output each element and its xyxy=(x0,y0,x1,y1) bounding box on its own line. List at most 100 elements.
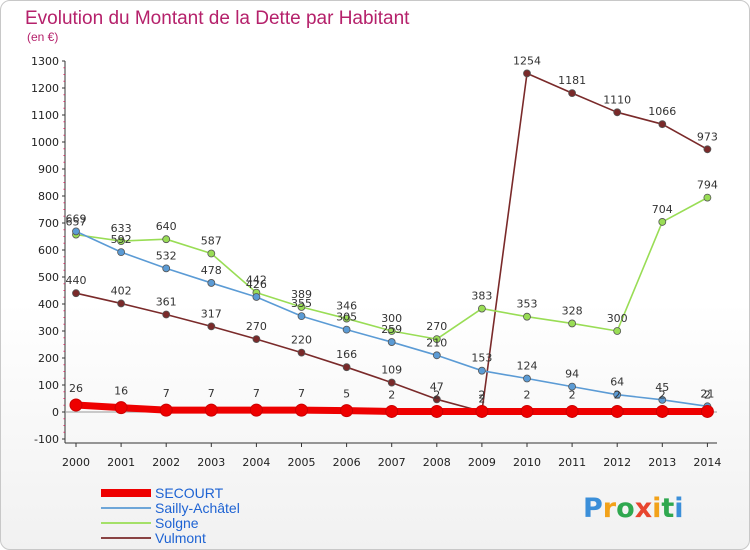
data-label: 633 xyxy=(111,222,132,235)
data-point xyxy=(252,335,261,344)
data-label: 657 xyxy=(66,216,87,229)
data-label: 440 xyxy=(66,274,87,287)
data-label: 587 xyxy=(201,235,222,248)
data-label: 300 xyxy=(607,312,628,325)
data-label: 166 xyxy=(336,348,357,361)
y-tick-label: 600 xyxy=(38,244,59,257)
x-tick-label: 2014 xyxy=(693,456,721,469)
data-label: 402 xyxy=(111,284,132,297)
data-label: 426 xyxy=(246,278,267,291)
data-label: 2 xyxy=(524,388,531,401)
data-label: 270 xyxy=(426,320,447,333)
legend-label: Sailly-Achâtel xyxy=(155,500,240,516)
x-tick-label: 2011 xyxy=(558,456,586,469)
y-tick-label: 800 xyxy=(38,190,59,203)
data-label: 45 xyxy=(655,381,669,394)
data-label: 1254 xyxy=(513,54,541,67)
x-tick-label: 2008 xyxy=(423,456,451,469)
data-label: 2 xyxy=(614,388,621,401)
data-label: 2 xyxy=(478,388,485,401)
data-point xyxy=(432,351,441,360)
data-point xyxy=(249,403,263,417)
y-tick-label: 200 xyxy=(38,352,59,365)
data-point xyxy=(252,293,261,301)
data-label: 109 xyxy=(381,364,402,377)
data-label: 2 xyxy=(478,392,485,405)
logo-letter: t xyxy=(661,493,674,524)
logo-letter: i xyxy=(652,493,661,524)
data-point xyxy=(568,319,576,328)
data-point xyxy=(430,404,444,418)
logo-letter: x xyxy=(635,493,652,524)
data-point xyxy=(477,304,486,313)
data-point xyxy=(387,378,396,387)
data-label: 220 xyxy=(291,334,312,347)
data-label: 210 xyxy=(426,336,447,349)
data-point xyxy=(700,404,714,418)
logo-letter: r xyxy=(603,493,617,524)
data-point xyxy=(385,404,399,418)
data-label: 270 xyxy=(246,320,267,333)
data-label: 2 xyxy=(388,388,395,401)
data-label: 346 xyxy=(336,300,357,313)
data-label: 7 xyxy=(298,387,305,400)
y-tick-label: 400 xyxy=(38,298,59,311)
data-label: 2 xyxy=(704,388,711,401)
data-point xyxy=(340,404,354,418)
data-point xyxy=(565,404,579,418)
data-point xyxy=(432,395,441,404)
data-point xyxy=(162,264,171,273)
data-label: 7 xyxy=(208,387,215,400)
x-tick-label: 2012 xyxy=(603,456,631,469)
data-label: 7 xyxy=(163,387,170,400)
x-tick-label: 2003 xyxy=(197,456,225,469)
data-point xyxy=(523,374,531,383)
data-point xyxy=(613,327,622,335)
data-point xyxy=(477,366,486,375)
x-tick-label: 2002 xyxy=(152,456,180,469)
data-label: 124 xyxy=(517,360,538,373)
series-layer xyxy=(69,69,714,418)
data-label: 5 xyxy=(343,388,350,401)
proxiti-logo: Proxiti xyxy=(583,493,684,524)
data-label: 478 xyxy=(201,264,222,277)
legend-label: Solgne xyxy=(155,515,199,531)
y-tick-label: 700 xyxy=(38,217,59,230)
data-label: 7 xyxy=(253,387,260,400)
series-line-3 xyxy=(75,72,708,413)
data-point xyxy=(297,348,306,357)
data-label: 1181 xyxy=(558,74,586,87)
x-tick-label: 2013 xyxy=(648,456,676,469)
data-point xyxy=(72,227,80,236)
y-tick-label: 1200 xyxy=(31,82,59,95)
data-point xyxy=(342,363,351,372)
data-point xyxy=(204,403,218,417)
data-label: 317 xyxy=(201,307,222,320)
data-label: 1110 xyxy=(603,93,631,106)
data-point xyxy=(387,327,396,335)
data-label: 669 xyxy=(66,212,87,225)
data-label: 2 xyxy=(433,388,440,401)
data-point xyxy=(658,120,667,129)
data-label: 21 xyxy=(700,387,714,400)
data-label: 26 xyxy=(69,382,83,395)
data-point xyxy=(117,237,125,245)
data-label: 305 xyxy=(336,311,357,324)
data-point xyxy=(162,310,171,319)
x-tick-label: 2004 xyxy=(242,456,270,469)
data-point xyxy=(387,338,396,346)
data-label: 592 xyxy=(111,233,132,246)
data-label: 1066 xyxy=(648,105,676,118)
y-tick-label: 1300 xyxy=(31,55,59,68)
x-tick-label: 2010 xyxy=(513,456,541,469)
data-point xyxy=(297,303,306,311)
data-point xyxy=(568,382,576,391)
data-label: 64 xyxy=(610,376,624,389)
data-point xyxy=(475,404,489,418)
data-label: 47 xyxy=(430,380,444,393)
data-point xyxy=(207,249,216,258)
data-labels-layer: 4404023613172702201661094721254118111101… xyxy=(66,54,718,405)
data-label: 389 xyxy=(291,288,312,301)
data-point xyxy=(342,325,351,334)
